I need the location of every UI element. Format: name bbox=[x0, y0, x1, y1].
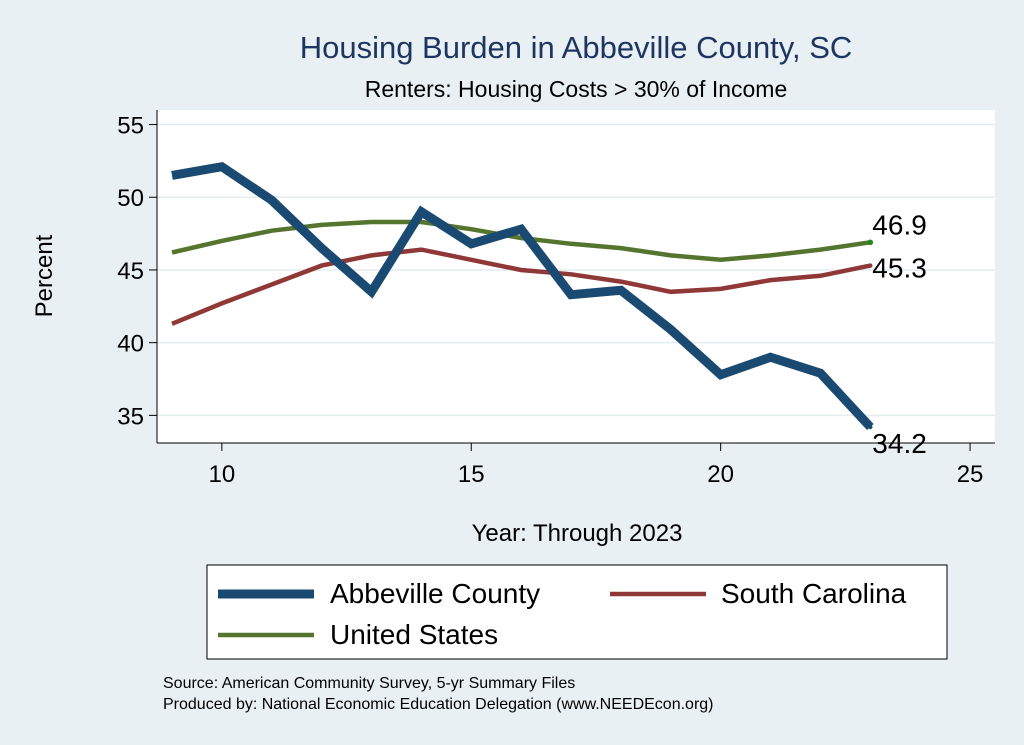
chart-title: Housing Burden in Abbeville County, SC bbox=[300, 30, 853, 65]
legend-box bbox=[206, 564, 948, 660]
y-tick-label: 40 bbox=[117, 331, 144, 358]
produced-by-note: Produced by: National Economic Education… bbox=[163, 696, 714, 713]
end-marker-abbeville-county bbox=[868, 424, 873, 430]
legend: Abbeville County South Carolina United Sta… bbox=[218, 578, 907, 650]
x-axis-title: Year: Through 2023 bbox=[472, 520, 683, 547]
y-tick-label: 35 bbox=[117, 403, 144, 430]
series-line-south-carolina bbox=[171, 247, 871, 326]
end-label-united-states: 46.9 bbox=[872, 209, 927, 240]
x-axis-ticks: 10 15 20 25 bbox=[208, 443, 983, 488]
series-line-abbeville-county bbox=[171, 161, 874, 431]
y-tick-label: 45 bbox=[117, 258, 144, 285]
chart-subtitle: Renters: Housing Costs > 30% of Income bbox=[365, 76, 788, 102]
y-tick-label: 50 bbox=[117, 185, 144, 212]
x-tick-label: 25 bbox=[957, 461, 984, 488]
y-tick-label: 55 bbox=[117, 113, 144, 140]
series-line-united-states bbox=[171, 219, 871, 263]
end-marker-south-carolina bbox=[868, 263, 873, 268]
end-marker-united-states bbox=[867, 239, 874, 246]
end-label-abbeville-county: 34.2 bbox=[872, 428, 927, 459]
x-tick-label: 15 bbox=[458, 461, 485, 488]
source-note: Source: American Community Survey, 5-yr … bbox=[163, 675, 575, 692]
end-labels: 45.3 46.9 34.2 bbox=[872, 209, 927, 459]
y-axis-title: Percent bbox=[31, 234, 58, 317]
legend-label-united-states: United States bbox=[330, 619, 498, 650]
legend-label-abbeville-county: Abbeville County bbox=[330, 578, 540, 609]
series-lines bbox=[171, 161, 874, 431]
y-axis-ticks: 35 40 45 50 55 bbox=[117, 113, 157, 430]
x-tick-label: 10 bbox=[208, 461, 235, 488]
end-label-south-carolina: 45.3 bbox=[872, 253, 927, 284]
x-tick-label: 20 bbox=[707, 461, 734, 488]
legend-label-south-carolina: South Carolina bbox=[721, 578, 907, 609]
